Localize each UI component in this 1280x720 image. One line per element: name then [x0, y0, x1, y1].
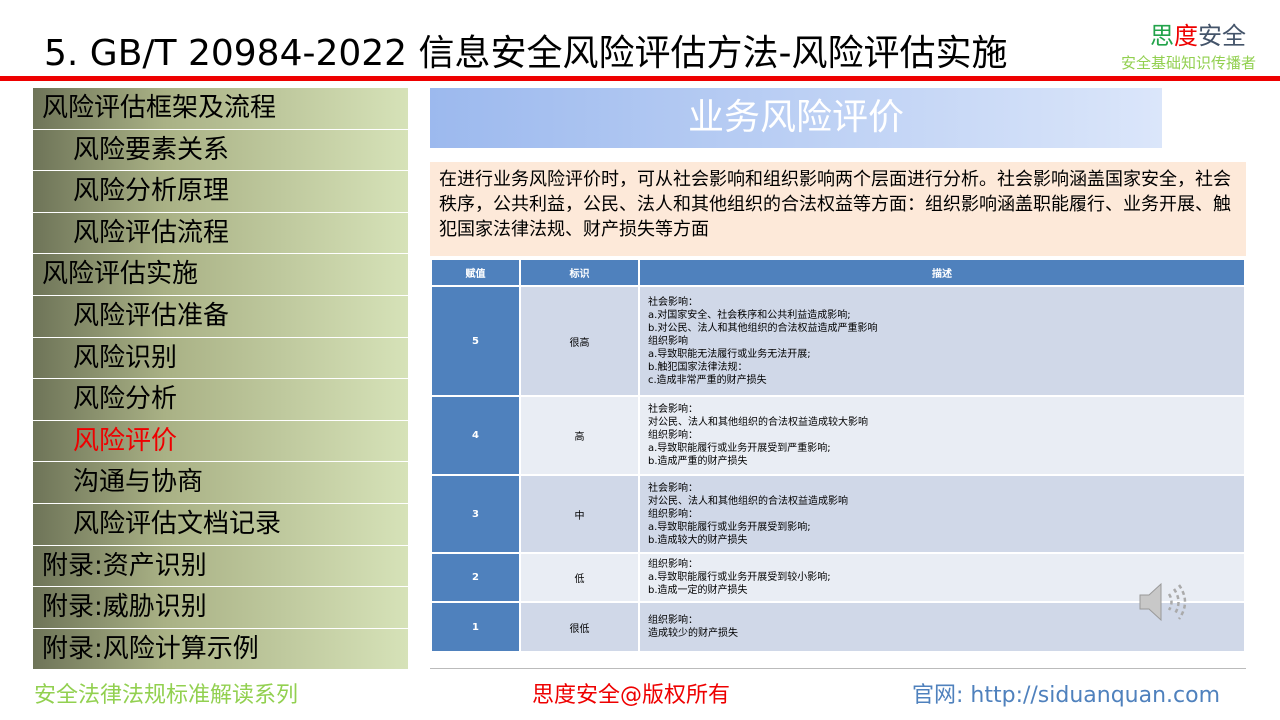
- footer-copyright: 思度安全@版权所有: [532, 683, 731, 708]
- description-line: 组织影响：: [648, 559, 698, 570]
- column-header: 标识: [519, 258, 640, 287]
- slogan: 安全基础知识传播者: [1121, 54, 1257, 72]
- section-banner: 业务风险评价: [430, 88, 1162, 148]
- sidebar-item[interactable]: 风险评估准备: [33, 295, 408, 338]
- description-line: b.对公民、法人和其他组织的合法权益造成严重影响: [648, 322, 878, 334]
- table-row: 5 很高 社会影响： a.对国家安全、社会秩序和公共利益造成影响; b.对公民、法人和其…: [430, 285, 1246, 397]
- sidebar-item[interactable]: 风险评估框架及流程: [33, 88, 408, 130]
- sidebar-item[interactable]: 风险要素关系: [33, 129, 408, 172]
- sidebar-item[interactable]: 风险评估实施: [33, 254, 408, 296]
- sidebar-item[interactable]: 风险评估流程: [33, 212, 408, 255]
- description-line: a.导致职能履行或业务开展受到严重影响;: [648, 443, 831, 454]
- value-cell: 5: [430, 285, 521, 397]
- sidebar-item[interactable]: 沟通与协商: [33, 462, 408, 504]
- speaker-icon[interactable]: [1136, 578, 1188, 630]
- column-header: 描述: [638, 258, 1246, 287]
- description-line: a.对国家安全、社会秩序和公共利益造成影响;: [648, 309, 851, 321]
- description-box: 在进行业务风险评价时，可从社会影响和组织影响两个层面进行分析。社会影响涵盖国家安…: [430, 162, 1246, 256]
- description-cell: 社会影响： 对公民、法人和其他组织的合法权益造成影响 组织影响： a.导致职能履行或业…: [638, 474, 1246, 554]
- description-cell: 社会影响： a.对国家安全、社会秩序和公共利益造成影响; b.对公民、法人和其他组织…: [638, 285, 1246, 397]
- description-line: 对公民、法人和其他组织的合法权益造成较大影响: [648, 417, 868, 428]
- level-cell: 中: [519, 474, 640, 554]
- description-line: 组织影响：: [648, 508, 698, 520]
- description-line: 社会影响：: [648, 296, 698, 308]
- table-row: 1 很低 组织影响： 造成较少的财产损失: [430, 601, 1246, 653]
- description-cell: 组织影响： a.导致职能履行或业务开展受到较小影响; b.造成一定的财产损失: [638, 552, 1246, 603]
- sidebar-nav: 风险评估框架及流程 风险要素关系 风险分析原理 风险评估流程 风险评估实施 风险评估准备风…: [33, 88, 408, 671]
- level-cell: 很低: [519, 601, 640, 653]
- description-line: b.造成严重的财产损失: [648, 456, 748, 467]
- description-line: a.导致职能无法履行或业务无法开展;: [648, 348, 811, 360]
- value-cell: 3: [430, 474, 521, 554]
- description-line: b.造成一定的财产损失: [648, 585, 748, 596]
- logo-part: 思: [1150, 22, 1174, 50]
- table-row: 3 中社会影响： 对公民、法人和其他组织的合法权益造成影响 组织影响： a.导致职能履行…: [430, 474, 1246, 554]
- description-line: 社会影响：: [648, 404, 698, 415]
- sidebar-item[interactable]: 附录:资产识别: [33, 545, 408, 588]
- table-row: 4 高社会影响： 对公民、法人和其他组织的合法权益造成较大影响 组织影响： a.导致职能…: [430, 395, 1246, 476]
- description-line: c.造成非常严重的财产损失: [648, 374, 767, 386]
- description-cell: 社会影响： 对公民、法人和其他组织的合法权益造成较大影响 组织影响： a.导致职能履行…: [638, 395, 1246, 476]
- table-row: 2 低组织影响： a.导致职能履行或业务开展受到较小影响; b.造成一定的财产损失: [430, 552, 1246, 603]
- description-line: b.触犯国家法律法规：: [648, 361, 748, 373]
- value-cell: 4: [430, 395, 521, 476]
- description-line: b.造成较大的财产损失: [648, 534, 748, 546]
- footer-series: 安全法律法规标准解读系列: [34, 683, 299, 708]
- sidebar-item[interactable]: 附录:威胁识别: [33, 587, 408, 629]
- header-divider: [0, 76, 1280, 81]
- logo-part: 安全: [1198, 22, 1246, 50]
- footer-divider: [430, 668, 1246, 669]
- sidebar-item[interactable]: 风险分析原理: [33, 171, 408, 213]
- level-cell: 很高: [519, 285, 640, 397]
- level-cell: 低: [519, 552, 640, 603]
- column-header: 赋值: [430, 258, 521, 287]
- sidebar-item[interactable]: 风险评估文档记录: [33, 503, 408, 546]
- description-line: a.导致职能履行或业务开展受到较小影响;: [648, 572, 831, 583]
- description-line: 对公民、法人和其他组织的合法权益造成影响: [648, 495, 848, 507]
- description-line: 组织影响：: [648, 615, 698, 626]
- description-line: 造成较少的财产损失: [648, 628, 738, 639]
- slide-title: 5. GB/T 20984-2022 信息安全风险评估方法-风险评估实施: [44, 33, 1008, 74]
- sidebar-item[interactable]: 风险识别: [33, 337, 408, 380]
- logo-part: 度: [1174, 22, 1198, 50]
- description-line: 社会影响：: [648, 482, 698, 494]
- description-line: 组织影响: [648, 335, 688, 347]
- value-cell: 1: [430, 601, 521, 653]
- sidebar-item[interactable]: 风险分析: [33, 379, 408, 421]
- rating-table: 赋值 标识 描述 5 很高 社会影响： a.对国家安全、社会秩序和公共利益造成影响; b…: [430, 258, 1246, 653]
- description-line: 组织影响：: [648, 430, 698, 441]
- footer-website[interactable]: 官网: http://siduanquan.com: [912, 683, 1221, 708]
- level-cell: 高: [519, 395, 640, 476]
- sidebar-item[interactable]: 风险评价: [33, 420, 408, 463]
- description-line: a.导致职能履行或业务开展受到影响;: [648, 521, 811, 533]
- sidebar-item[interactable]: 附录:风险计算示例: [33, 628, 408, 671]
- logo: 思度安全: [1150, 16, 1246, 51]
- value-cell: 2: [430, 552, 521, 603]
- description-cell: 组织影响： 造成较少的财产损失: [638, 601, 1246, 653]
